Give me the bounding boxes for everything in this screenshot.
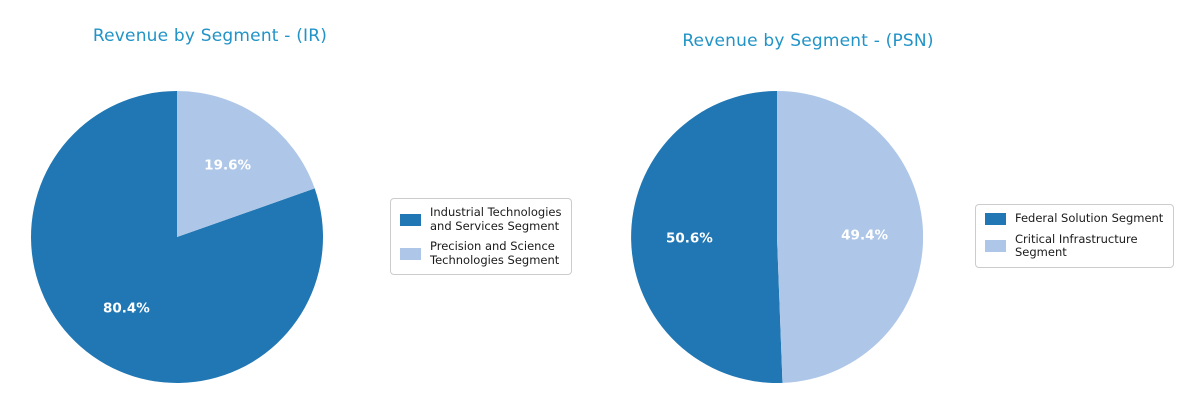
- legend-label-line: Critical Infrastructure: [1015, 231, 1138, 246]
- legend-label-line: Industrial Technologies: [430, 205, 562, 219]
- pie-chart-ir: 80.4% 19.6%: [31, 91, 323, 383]
- chart-title-ir: Revenue by Segment - (IR): [92, 26, 328, 46]
- legend-swatch-industrial: [400, 213, 421, 226]
- legend-swatch-critical: [985, 240, 1006, 253]
- legend-psn: Federal Solution Segment Critical Infras…: [975, 204, 1175, 268]
- legend-label: Federal Solution Segment: [1015, 211, 1164, 226]
- legend-item: Precision and Science Technologies Segme…: [400, 240, 561, 267]
- pie-percent-label: 19.6%: [204, 157, 251, 173]
- legend-item: Critical Infrastructure Segment: [985, 231, 1163, 260]
- legend-label-line: Federal Solution Segment: [1015, 211, 1164, 225]
- chart-title-psn: Revenue by Segment - (PSN): [682, 31, 934, 51]
- pie-chart-psn: 50.6% 49.4%: [631, 91, 923, 383]
- legend-label: Critical Infrastructure Segment: [1015, 231, 1138, 260]
- pie-percent-label: 50.6%: [666, 231, 713, 247]
- pie-slice: [177, 91, 315, 237]
- legend-label-line: and Services Segment: [430, 218, 560, 233]
- pie-percent-label: 80.4%: [103, 301, 150, 317]
- legend-label-line: Segment: [1015, 245, 1067, 260]
- pie-percent-label: 49.4%: [841, 227, 888, 243]
- legend-swatch-federal: [985, 212, 1006, 225]
- legend-label-line: Precision and Science: [430, 239, 555, 254]
- pie-slice: [631, 91, 783, 383]
- legend-label: Precision and Science Technologies Segme…: [430, 240, 559, 267]
- legend-ir: Industrial Technologies and Services Seg…: [390, 198, 573, 276]
- legend-label: Industrial Technologies and Services Seg…: [430, 205, 562, 233]
- pie-slice: [31, 91, 323, 383]
- legend-label-line: Technologies Segment: [430, 252, 560, 267]
- pie-slice: [777, 91, 923, 383]
- legend-swatch-precision: [400, 247, 421, 260]
- legend-item: Industrial Technologies and Services Seg…: [400, 205, 562, 233]
- legend-item: Federal Solution Segment: [985, 211, 1164, 226]
